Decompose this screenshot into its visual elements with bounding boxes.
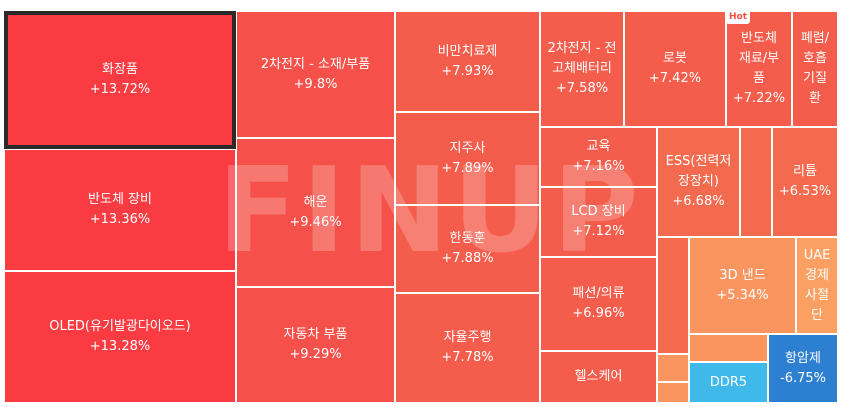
tile-uae[interactable]: UAE 경제 사절 단 <box>796 237 838 334</box>
tile-ddr5[interactable]: DDR5 <box>689 362 768 403</box>
tile-small-d[interactable] <box>657 382 689 403</box>
tile-change: +6.96% <box>572 306 625 321</box>
tile-change: +7.89% <box>441 160 494 176</box>
tile-healthcare[interactable]: 헬스케어 <box>540 351 657 403</box>
tile-cosmetics[interactable]: 화장품 +13.72% <box>4 11 236 149</box>
tile-ess[interactable]: ESS(전력저 장장치) +6.68% <box>657 127 740 237</box>
tile-change: +6.53% <box>778 184 832 199</box>
tile-name: 헬스케어 <box>574 369 623 384</box>
tile-change: +5.34% <box>716 287 769 303</box>
tile-lithium[interactable]: 리튬 +6.53% <box>772 127 838 237</box>
tile-small-b[interactable] <box>657 237 689 354</box>
tile-shipping[interactable]: 해운 +9.46% <box>236 138 395 287</box>
tile-name: 자동차 부품 <box>283 327 348 342</box>
tile-change: -6.75% <box>780 370 826 386</box>
tile-name: ESS(전력저 장장치) <box>665 154 732 189</box>
tile-name: 패션/의류 <box>572 286 625 301</box>
tile-change: +7.78% <box>441 350 494 365</box>
tile-robot[interactable]: 로봇 +7.42% <box>624 11 726 127</box>
tile-change: +7.88% <box>441 251 494 266</box>
tile-name: 2차전지 - 전 고체배터리 <box>547 41 617 76</box>
tile-change: +7.42% <box>648 71 702 86</box>
tile-name: 한동훈 <box>449 231 486 246</box>
tile-name: 비만치료제 <box>437 43 498 59</box>
tile-obesity-drugs[interactable]: 비만치료제 +7.93% <box>395 11 540 112</box>
tile-change: +7.16% <box>572 159 625 174</box>
tile-fashion[interactable]: 패션/의류 +6.96% <box>540 257 657 351</box>
tile-3d-nand[interactable]: 3D 낸드 +5.34% <box>689 237 796 334</box>
tile-change: +7.58% <box>555 81 609 96</box>
tile-name: 폐렴/ 호흡 기질 환 <box>800 31 830 106</box>
tile-change: +7.12% <box>572 224 625 239</box>
tile-small-c[interactable] <box>657 354 689 382</box>
tile-solid-state-battery[interactable]: 2차전지 - 전 고체배터리 +7.58% <box>540 11 624 127</box>
tile-change: +6.68% <box>672 194 725 209</box>
tile-name: 3D 낸드 <box>719 267 766 283</box>
hot-badge: Hot <box>726 10 750 24</box>
tile-name: 해운 <box>303 194 328 210</box>
tile-name: 로봇 <box>663 51 687 66</box>
tile-small-a[interactable] <box>740 127 772 237</box>
tile-name: 화장품 <box>102 62 138 77</box>
tile-name: UAE 경제 사절 단 <box>803 247 831 323</box>
tile-name: 자율주행 <box>443 330 492 345</box>
tile-autonomous-driving[interactable]: 자율주행 +7.78% <box>395 293 540 403</box>
tile-change: +9.8% <box>293 76 338 92</box>
tile-anticancer[interactable]: 항암제 -6.75% <box>768 334 838 403</box>
tile-small-e[interactable] <box>689 334 768 362</box>
tile-name: 교육 <box>586 139 611 154</box>
tile-name: 반도체 재료/부 품 <box>738 31 780 86</box>
tile-semiconductor-materials[interactable]: 반도체 재료/부 품 +7.22% <box>726 11 792 127</box>
tile-pneumonia[interactable]: 폐렴/ 호흡 기질 환 <box>792 11 838 127</box>
tile-change: +13.36% <box>89 212 151 227</box>
tile-name: 지주사 <box>449 140 486 156</box>
tile-holding-company[interactable]: 지주사 +7.89% <box>395 112 540 205</box>
tile-change: +13.28% <box>89 339 151 354</box>
tile-name: 반도체 장비 <box>88 192 152 207</box>
tile-name: LCD 장비 <box>571 204 626 219</box>
tile-name: OLED(유기발광다이오드) <box>49 319 191 334</box>
tile-han-donghoon[interactable]: 한동훈 +7.88% <box>395 205 540 293</box>
tile-oled[interactable]: OLED(유기발광다이오드) +13.28% <box>4 271 236 403</box>
tile-secondary-battery-materials[interactable]: 2차전지 - 소재/부품 +9.8% <box>236 11 395 138</box>
tile-change: +7.22% <box>732 91 786 106</box>
tile-name: 리튬 <box>793 164 817 179</box>
tile-name: DDR5 <box>709 374 748 390</box>
tile-change: +7.93% <box>441 63 494 79</box>
tile-auto-parts[interactable]: 자동차 부품 +9.29% <box>236 287 395 403</box>
tile-name: 2차전지 - 소재/부품 <box>260 56 371 72</box>
tile-change: +9.29% <box>289 347 342 362</box>
tile-semiconductor-equipment[interactable]: 반도체 장비 +13.36% <box>4 149 236 271</box>
tile-name: 항암제 <box>785 350 821 366</box>
tile-education[interactable]: 교육 +7.16% <box>540 127 657 187</box>
tile-change: +13.72% <box>89 82 151 97</box>
tile-lcd-equipment[interactable]: LCD 장비 +7.12% <box>540 187 657 257</box>
tile-change: +9.46% <box>289 214 342 230</box>
